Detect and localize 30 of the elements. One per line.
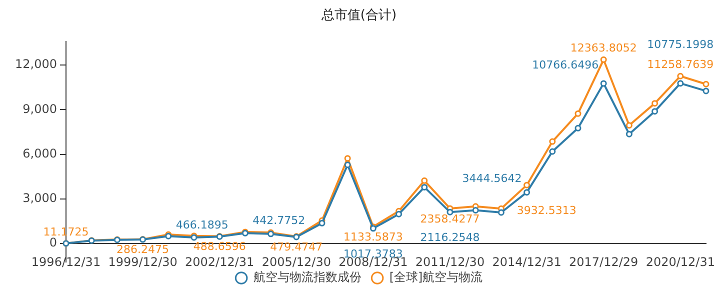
data-label: 488.6596 xyxy=(193,240,246,254)
y-tick-label: 0 xyxy=(49,236,57,250)
legend-label: [全球]航空与物流 xyxy=(389,270,483,284)
data-label: 12363.8052 xyxy=(570,42,637,55)
x-tick-label: 1999/12/30 xyxy=(108,254,178,269)
data-label: 3932.5313 xyxy=(516,204,576,217)
data-label: 3444.5642 xyxy=(462,172,522,186)
y-tick-label: 12,000 xyxy=(14,57,57,72)
data-label: 11258.7639 xyxy=(647,58,714,71)
data-label: 442.7752 xyxy=(252,214,306,227)
data-label: 2358.4277 xyxy=(420,212,480,226)
y-tick-label: 6,000 xyxy=(22,146,57,160)
data-label: 286.2475 xyxy=(116,243,170,256)
y-tick-label: 9,000 xyxy=(22,102,57,116)
data-label: 479.4747 xyxy=(270,240,323,254)
x-tick-label: 2020/12/31 xyxy=(646,254,715,269)
chart-title: 总市值(合计) xyxy=(320,8,397,24)
legend-label: 航空与物流指数成份 xyxy=(253,270,362,284)
x-tick-label: 1996/12/31 xyxy=(31,254,101,269)
x-tick-label: 2017/12/29 xyxy=(569,254,638,269)
y-tick-label: 3,000 xyxy=(22,191,57,206)
data-label: 1133.5873 xyxy=(343,230,403,244)
x-tick-label: 2014/12/31 xyxy=(492,254,562,269)
data-label: 10775.1998 xyxy=(647,38,714,52)
data-label: 466.1895 xyxy=(176,218,228,232)
data-label: 10766.6496 xyxy=(532,58,599,72)
x-tick-label: 2002/12/31 xyxy=(185,254,254,269)
data-label: 2116.2548 xyxy=(420,230,480,244)
x-tick-label: 2011/12/30 xyxy=(415,254,485,269)
x-tick-label: 2005/12/30 xyxy=(262,254,331,269)
